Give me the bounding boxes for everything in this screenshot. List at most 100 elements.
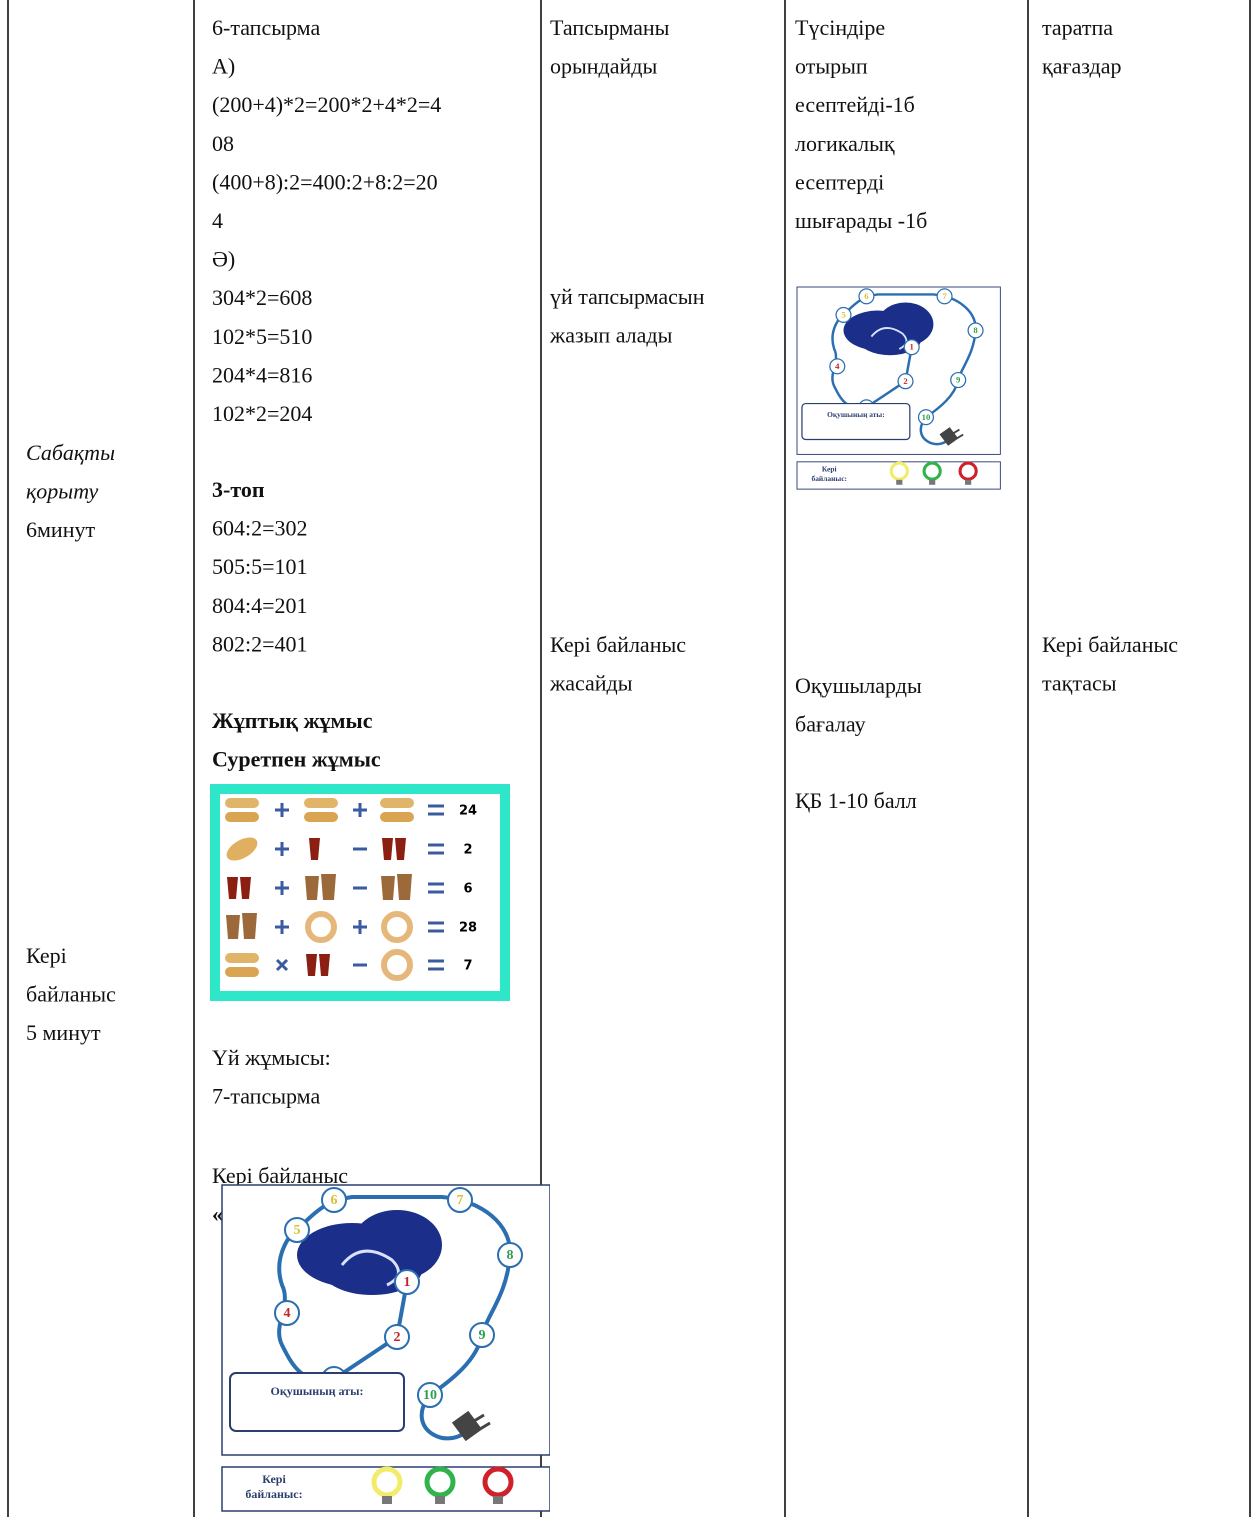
cell-text: (200+4)*2=200*2+4*2=4: [212, 92, 441, 117]
puzzle-icon: [380, 798, 414, 822]
cell-text: үй тапсырмасын: [550, 284, 705, 309]
puzzle-result: 7: [463, 959, 472, 974]
cell-text: 804:4=201: [212, 593, 308, 618]
node-label: 5: [841, 310, 846, 320]
node-label: 9: [956, 375, 961, 385]
puzzle-operator: [428, 921, 444, 933]
cell-text: отырып: [795, 54, 868, 79]
plug: [451, 1410, 491, 1442]
node: [417, 1382, 443, 1408]
cell-text: 505:5=101: [212, 554, 308, 579]
bun: [380, 798, 414, 808]
cell-text: 4: [212, 208, 223, 233]
tall-cup: [305, 874, 336, 900]
bulb: [482, 1466, 514, 1498]
tall-cup: [226, 913, 257, 939]
hotdog: [226, 837, 258, 861]
cell-text: 3-топ: [212, 477, 265, 502]
puzzle-icon: [226, 837, 258, 861]
bulb-base: [965, 479, 972, 485]
cell-text: Сабақты: [26, 440, 115, 465]
bulb: [889, 461, 909, 481]
node: [967, 322, 984, 339]
node-label: 2: [903, 376, 907, 386]
node-label: 10: [922, 412, 931, 422]
puzzle-operator: [428, 959, 444, 971]
cell-text: 204*4=816: [212, 362, 312, 387]
node-label: 6: [864, 291, 869, 301]
cell-text: байланыс: [26, 982, 116, 1007]
cell-text: 102*5=510: [212, 324, 312, 349]
puzzle-icon: [305, 874, 336, 900]
cell-text: Оқушыларды: [795, 673, 922, 698]
cell-text: 304*2=608: [212, 285, 312, 310]
cell-text: 08: [212, 131, 234, 156]
bulb-base: [929, 479, 936, 485]
cell-text: орындайды: [550, 54, 657, 79]
cell-text: 802:2=401: [212, 631, 308, 656]
node-label: 1: [910, 342, 914, 352]
node-label: 6: [331, 1193, 338, 1208]
cup: [240, 877, 251, 899]
node-label: 2: [394, 1330, 401, 1345]
puzzle-operator: [275, 803, 289, 817]
bulb-base: [493, 1496, 503, 1504]
name-field: Оқушының аты:: [271, 1384, 364, 1398]
bun: [225, 967, 259, 977]
node-label: 5: [294, 1223, 301, 1238]
node: [284, 1217, 310, 1243]
cell-text: қағаздар: [1042, 54, 1122, 79]
puzzle-icon: [309, 838, 320, 860]
node-label: 8: [507, 1248, 514, 1263]
node-label: 1: [404, 1275, 411, 1290]
node: [950, 371, 967, 389]
cell-text: Кері байланыс: [550, 632, 686, 657]
bun: [225, 812, 259, 822]
cell-text: Кері байланыс: [1042, 632, 1178, 657]
cell-text: 6минут: [26, 517, 95, 542]
cell-text: А): [212, 54, 235, 79]
cell-text: 5 минут: [26, 1020, 101, 1045]
cell-text: бағалау: [795, 712, 866, 737]
cell-text: ҚБ 1-10 балл: [795, 788, 917, 813]
cell-text: Түсіндіре: [795, 15, 885, 40]
bun: [225, 798, 259, 808]
puzzle-operator: [275, 920, 289, 934]
cell-text: тақтасы: [1042, 671, 1117, 696]
tall-cup: [381, 874, 412, 900]
bun: [304, 812, 338, 822]
cup: [382, 838, 393, 860]
node: [835, 306, 852, 323]
puzzle-icon: [381, 911, 413, 943]
plug: [939, 427, 964, 446]
cell-text: Суретпен жұмыс: [212, 747, 381, 772]
puzzle-result: 2: [463, 843, 472, 858]
node: [384, 1324, 410, 1350]
puzzle-operator: [428, 804, 444, 816]
puzzle-icon: [226, 913, 257, 939]
puzzle-icon: [225, 798, 259, 822]
cup: [319, 954, 330, 976]
bulb: [922, 461, 942, 481]
puzzle-icon: [381, 949, 413, 981]
puzzle-frame: [210, 784, 510, 1001]
node: [897, 373, 914, 390]
feedback-label: байланыс:: [811, 474, 846, 483]
puzzle-icon: [306, 954, 330, 976]
cup: [309, 838, 320, 860]
cell-text: 102*2=204: [212, 401, 312, 426]
cell-text: Кері байланыс: [212, 1163, 348, 1188]
cell-text: есептейді-1б: [795, 92, 915, 117]
node: [394, 1269, 420, 1295]
cup: [395, 838, 406, 860]
cell-text: қорыту: [26, 479, 99, 504]
bulb-base: [896, 479, 903, 485]
feedback-label: байланыс:: [245, 1487, 302, 1501]
donut: [381, 949, 413, 981]
cell-text: жазып алады: [549, 323, 673, 348]
puzzle-icon: [227, 877, 251, 899]
